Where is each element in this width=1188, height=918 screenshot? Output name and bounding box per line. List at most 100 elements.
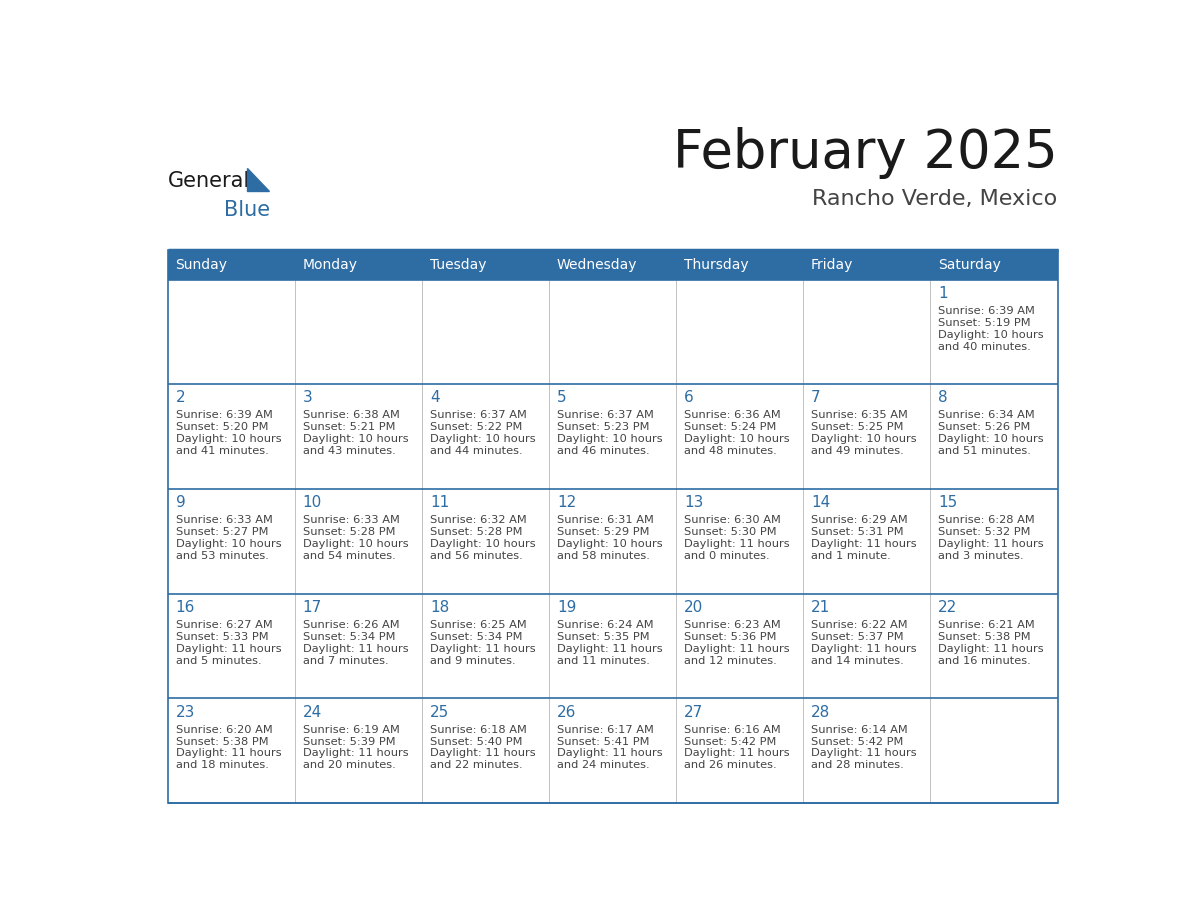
Polygon shape: [247, 168, 268, 191]
Bar: [676, 594, 803, 699]
Text: Sunset: 5:34 PM: Sunset: 5:34 PM: [303, 632, 396, 642]
Text: Sunrise: 6:31 AM: Sunrise: 6:31 AM: [557, 515, 653, 525]
Text: Sunrise: 6:16 AM: Sunrise: 6:16 AM: [684, 724, 781, 734]
Text: Sunrise: 6:24 AM: Sunrise: 6:24 AM: [557, 620, 653, 630]
Text: Sunset: 5:24 PM: Sunset: 5:24 PM: [684, 422, 777, 432]
Text: Tuesday: Tuesday: [430, 258, 486, 272]
Text: and 51 minutes.: and 51 minutes.: [939, 446, 1031, 456]
Text: Daylight: 10 hours: Daylight: 10 hours: [939, 434, 1044, 444]
Text: Daylight: 10 hours: Daylight: 10 hours: [557, 539, 663, 549]
Text: 28: 28: [811, 705, 830, 720]
Bar: [930, 699, 1057, 803]
Text: Sunrise: 6:27 AM: Sunrise: 6:27 AM: [176, 620, 272, 630]
Bar: [803, 594, 930, 699]
Text: Friday: Friday: [811, 258, 853, 272]
Text: Sunday: Sunday: [176, 258, 228, 272]
Text: Sunrise: 6:20 AM: Sunrise: 6:20 AM: [176, 724, 272, 734]
Text: and 41 minutes.: and 41 minutes.: [176, 446, 268, 456]
Text: Sunrise: 6:22 AM: Sunrise: 6:22 AM: [811, 620, 908, 630]
Text: Sunrise: 6:34 AM: Sunrise: 6:34 AM: [939, 410, 1035, 420]
Text: Sunrise: 6:39 AM: Sunrise: 6:39 AM: [939, 306, 1035, 316]
Bar: [295, 280, 422, 385]
Text: Daylight: 10 hours: Daylight: 10 hours: [303, 539, 409, 549]
Text: Sunrise: 6:18 AM: Sunrise: 6:18 AM: [430, 724, 526, 734]
Text: Daylight: 11 hours: Daylight: 11 hours: [939, 644, 1044, 654]
Text: 16: 16: [176, 599, 195, 615]
Bar: [422, 594, 549, 699]
Text: Daylight: 10 hours: Daylight: 10 hours: [430, 434, 536, 444]
Text: Sunset: 5:20 PM: Sunset: 5:20 PM: [176, 422, 268, 432]
Text: Sunrise: 6:32 AM: Sunrise: 6:32 AM: [430, 515, 526, 525]
Text: 11: 11: [430, 495, 449, 510]
Text: 23: 23: [176, 705, 195, 720]
Text: Daylight: 11 hours: Daylight: 11 hours: [684, 748, 790, 758]
Text: 15: 15: [939, 495, 958, 510]
Bar: [168, 385, 295, 489]
Text: Daylight: 11 hours: Daylight: 11 hours: [684, 539, 790, 549]
Text: 19: 19: [557, 599, 576, 615]
Bar: [930, 280, 1057, 385]
Text: Daylight: 11 hours: Daylight: 11 hours: [939, 539, 1044, 549]
Text: and 56 minutes.: and 56 minutes.: [430, 551, 523, 561]
Text: Sunrise: 6:21 AM: Sunrise: 6:21 AM: [939, 620, 1035, 630]
Text: Saturday: Saturday: [939, 258, 1001, 272]
Text: and 48 minutes.: and 48 minutes.: [684, 446, 777, 456]
Text: Daylight: 10 hours: Daylight: 10 hours: [303, 434, 409, 444]
Text: Daylight: 10 hours: Daylight: 10 hours: [557, 434, 663, 444]
Text: 17: 17: [303, 599, 322, 615]
Text: Thursday: Thursday: [684, 258, 748, 272]
Bar: [930, 251, 1057, 280]
Bar: [549, 251, 676, 280]
Text: Sunset: 5:29 PM: Sunset: 5:29 PM: [557, 527, 650, 537]
Text: and 14 minutes.: and 14 minutes.: [811, 655, 904, 666]
Bar: [422, 280, 549, 385]
Text: 5: 5: [557, 390, 567, 406]
Text: 13: 13: [684, 495, 703, 510]
Text: Sunrise: 6:29 AM: Sunrise: 6:29 AM: [811, 515, 908, 525]
Text: Daylight: 10 hours: Daylight: 10 hours: [939, 330, 1044, 340]
Text: Daylight: 10 hours: Daylight: 10 hours: [176, 434, 282, 444]
Text: Sunrise: 6:30 AM: Sunrise: 6:30 AM: [684, 515, 781, 525]
Text: Sunset: 5:25 PM: Sunset: 5:25 PM: [811, 422, 904, 432]
Text: Sunset: 5:33 PM: Sunset: 5:33 PM: [176, 632, 268, 642]
Text: 2: 2: [176, 390, 185, 406]
Text: and 1 minute.: and 1 minute.: [811, 551, 891, 561]
Text: Daylight: 11 hours: Daylight: 11 hours: [811, 539, 917, 549]
Text: Sunset: 5:28 PM: Sunset: 5:28 PM: [303, 527, 396, 537]
Text: and 12 minutes.: and 12 minutes.: [684, 655, 777, 666]
Bar: [676, 385, 803, 489]
Text: Sunset: 5:41 PM: Sunset: 5:41 PM: [557, 736, 650, 746]
Bar: [295, 385, 422, 489]
Text: Sunrise: 6:37 AM: Sunrise: 6:37 AM: [557, 410, 653, 420]
Text: Sunrise: 6:19 AM: Sunrise: 6:19 AM: [303, 724, 399, 734]
Text: and 5 minutes.: and 5 minutes.: [176, 655, 261, 666]
Text: Sunset: 5:27 PM: Sunset: 5:27 PM: [176, 527, 268, 537]
Text: Daylight: 11 hours: Daylight: 11 hours: [684, 644, 790, 654]
Bar: [422, 489, 549, 594]
Bar: [803, 385, 930, 489]
Text: Daylight: 11 hours: Daylight: 11 hours: [176, 644, 282, 654]
Text: Blue: Blue: [223, 200, 270, 220]
Text: Sunset: 5:26 PM: Sunset: 5:26 PM: [939, 422, 1031, 432]
Text: Sunrise: 6:23 AM: Sunrise: 6:23 AM: [684, 620, 781, 630]
Bar: [295, 251, 422, 280]
Text: Sunset: 5:30 PM: Sunset: 5:30 PM: [684, 527, 777, 537]
Text: Sunset: 5:19 PM: Sunset: 5:19 PM: [939, 318, 1031, 328]
Bar: [549, 699, 676, 803]
Text: Sunrise: 6:33 AM: Sunrise: 6:33 AM: [303, 515, 399, 525]
Text: Rancho Verde, Mexico: Rancho Verde, Mexico: [813, 189, 1057, 208]
Text: Daylight: 11 hours: Daylight: 11 hours: [811, 644, 917, 654]
Bar: [168, 489, 295, 594]
Text: Sunrise: 6:28 AM: Sunrise: 6:28 AM: [939, 515, 1035, 525]
Text: 4: 4: [430, 390, 440, 406]
Text: Sunrise: 6:14 AM: Sunrise: 6:14 AM: [811, 724, 908, 734]
Text: and 0 minutes.: and 0 minutes.: [684, 551, 770, 561]
Text: Sunrise: 6:39 AM: Sunrise: 6:39 AM: [176, 410, 272, 420]
Bar: [168, 594, 295, 699]
Text: and 7 minutes.: and 7 minutes.: [303, 655, 388, 666]
Text: Sunset: 5:35 PM: Sunset: 5:35 PM: [557, 632, 650, 642]
Bar: [168, 251, 295, 280]
Text: Monday: Monday: [303, 258, 358, 272]
Text: Daylight: 11 hours: Daylight: 11 hours: [303, 748, 409, 758]
Text: Sunset: 5:36 PM: Sunset: 5:36 PM: [684, 632, 777, 642]
